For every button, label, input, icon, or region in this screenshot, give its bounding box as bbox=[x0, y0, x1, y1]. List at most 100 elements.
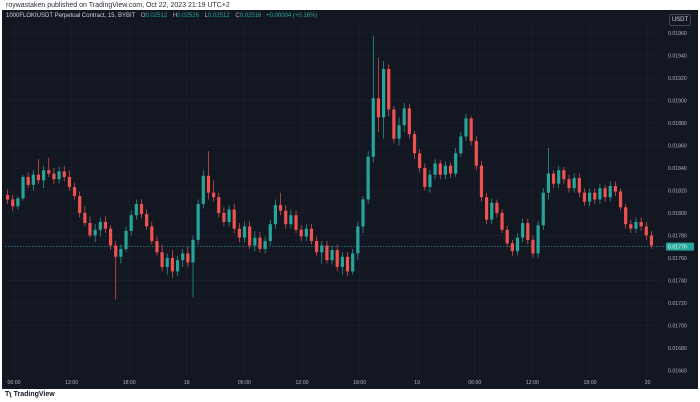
candle bbox=[469, 116, 473, 146]
candle bbox=[397, 117, 401, 146]
tradingview-logo[interactable]: Tʅ TradingView bbox=[5, 391, 55, 398]
candle bbox=[412, 130, 417, 159]
candle bbox=[289, 209, 293, 229]
candle-body bbox=[526, 223, 530, 240]
candle bbox=[170, 250, 174, 279]
candle-body bbox=[521, 223, 525, 238]
candle-body bbox=[639, 221, 643, 227]
candle-body bbox=[88, 223, 92, 236]
candle bbox=[284, 205, 288, 229]
candle bbox=[78, 191, 82, 218]
x-tick-label: 19 bbox=[414, 380, 420, 386]
candle-body bbox=[531, 239, 535, 254]
candle bbox=[21, 174, 25, 201]
candle bbox=[423, 163, 427, 191]
candle-body bbox=[459, 136, 463, 154]
x-tick-label: 06:00 bbox=[8, 380, 21, 386]
y-tick-label: 0.01720 bbox=[668, 301, 687, 307]
candle-body bbox=[57, 171, 61, 180]
candle bbox=[186, 246, 190, 267]
candle bbox=[392, 106, 396, 144]
candle-layer bbox=[5, 35, 654, 300]
chart-panel[interactable]: 0.01960 0.01940 0.01920 0.01900 0.01880 0.018… bbox=[2, 10, 698, 389]
candle-body bbox=[42, 170, 46, 181]
x-tick-label: 12:00 bbox=[65, 380, 78, 386]
candle-body bbox=[567, 179, 571, 189]
candle-body bbox=[407, 108, 411, 135]
candle-body bbox=[423, 167, 427, 188]
candle-body bbox=[294, 215, 298, 230]
candle bbox=[371, 35, 375, 163]
candle bbox=[448, 162, 453, 179]
candle-body bbox=[448, 165, 453, 174]
candle-body bbox=[47, 170, 51, 174]
candle bbox=[227, 205, 231, 227]
candle bbox=[418, 148, 422, 173]
legend-close-value: 0.02516 bbox=[239, 13, 262, 19]
candle bbox=[304, 224, 308, 242]
candle bbox=[299, 225, 303, 242]
candle-body bbox=[181, 253, 185, 261]
candle bbox=[253, 230, 257, 252]
x-tick-label: 18:00 bbox=[584, 380, 597, 386]
y-tick-label: 0.01960 bbox=[668, 31, 687, 37]
currency-button[interactable]: USDT bbox=[669, 14, 691, 26]
candle bbox=[222, 207, 226, 227]
candle bbox=[62, 165, 66, 182]
candle bbox=[201, 170, 205, 209]
candle bbox=[593, 188, 597, 204]
candle-body bbox=[145, 214, 149, 227]
candle-body bbox=[52, 173, 56, 180]
candlestick-chart[interactable]: 0.01960 0.01940 0.01920 0.01900 0.01880 0.018… bbox=[2, 10, 698, 389]
candle-body bbox=[649, 235, 654, 246]
candle bbox=[150, 221, 154, 245]
candle-body bbox=[505, 229, 509, 244]
candle-body bbox=[469, 118, 473, 141]
candle-body bbox=[139, 203, 144, 215]
candle bbox=[196, 199, 200, 245]
candle bbox=[16, 196, 20, 210]
footer-bar: Tʅ TradingView bbox=[0, 389, 700, 402]
candle bbox=[103, 216, 108, 234]
candle bbox=[634, 217, 638, 234]
candle bbox=[325, 241, 329, 264]
grid-layer bbox=[5, 24, 666, 376]
candle bbox=[268, 219, 272, 246]
candle bbox=[505, 225, 509, 247]
legend-high-label: H bbox=[172, 13, 178, 19]
candle bbox=[526, 218, 530, 245]
candle bbox=[191, 235, 195, 298]
candle bbox=[351, 248, 355, 275]
legend-open-label: O bbox=[140, 13, 146, 19]
candle bbox=[155, 236, 159, 256]
candle bbox=[47, 157, 51, 177]
candle bbox=[464, 113, 468, 141]
candle bbox=[515, 233, 520, 256]
candle-body bbox=[217, 197, 221, 213]
candle-body bbox=[356, 226, 360, 254]
candle bbox=[387, 64, 391, 117]
candle-body bbox=[232, 209, 236, 229]
candle bbox=[649, 230, 654, 249]
candle bbox=[340, 252, 344, 275]
legend-close-label: C bbox=[235, 13, 240, 19]
candle-body bbox=[124, 230, 128, 249]
candle-body bbox=[263, 241, 267, 249]
candle bbox=[433, 158, 437, 180]
candle-body bbox=[98, 221, 102, 230]
last-price-tag bbox=[666, 242, 694, 251]
candle-body bbox=[371, 98, 375, 157]
candle-body bbox=[510, 243, 514, 252]
candle-body bbox=[582, 192, 587, 202]
candle bbox=[26, 172, 30, 189]
candle bbox=[294, 210, 298, 234]
candle bbox=[536, 220, 540, 258]
y-tick-label: 0.01760 bbox=[668, 256, 687, 262]
candle bbox=[258, 232, 262, 253]
candle bbox=[309, 224, 314, 245]
candle-body bbox=[551, 173, 556, 184]
candle-body bbox=[381, 68, 386, 118]
candle-body bbox=[577, 178, 581, 193]
candle-body bbox=[108, 228, 113, 246]
candle bbox=[521, 218, 525, 243]
